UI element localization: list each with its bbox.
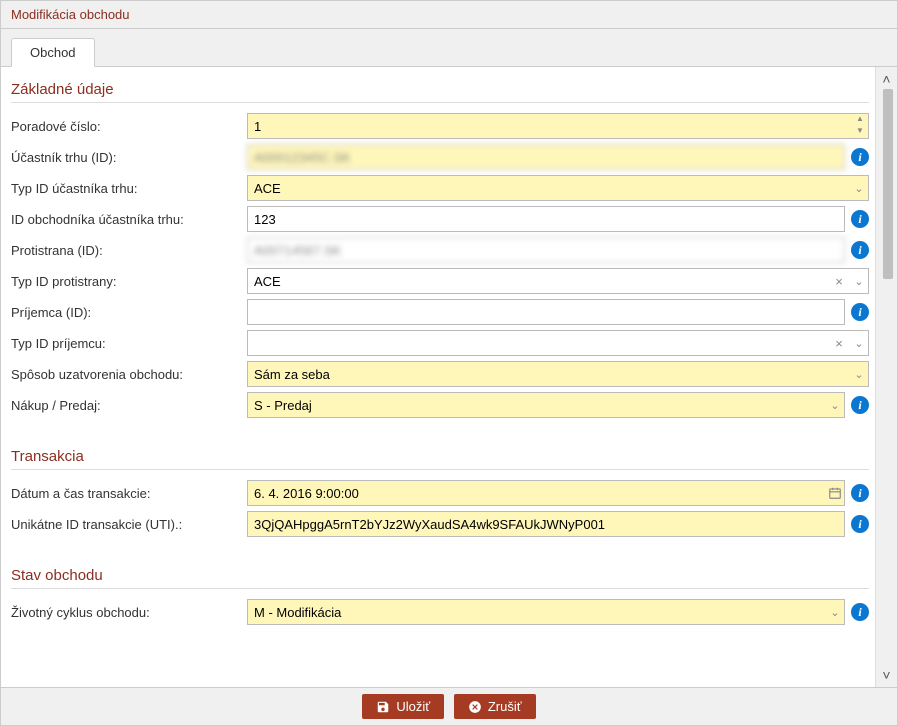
save-button-label: Uložiť	[396, 699, 430, 714]
label-typ-prijemcu: Typ ID príjemcu:	[11, 336, 247, 351]
row-typ-protistrany: Typ ID protistrany: × ⌄	[11, 268, 869, 294]
divider	[11, 588, 869, 589]
select-typ-ucastnika[interactable]	[247, 175, 869, 201]
save-button[interactable]: Uložiť	[362, 694, 444, 719]
label-zivotny-cyklus: Životný cyklus obchodu:	[11, 605, 247, 620]
info-icon[interactable]: i	[851, 241, 869, 259]
input-ucastnik	[247, 144, 845, 170]
select-zivotny-cyklus[interactable]	[247, 599, 845, 625]
label-uti: Unikátne ID transakcie (UTI).:	[11, 517, 247, 532]
dialog: Modifikácia obchodu Obchod Základné údaj…	[0, 0, 898, 726]
scroll-area: Základné údaje Poradové číslo: ▲▼ Účastn…	[1, 67, 897, 687]
clear-icon[interactable]: ×	[829, 268, 849, 294]
row-uti: Unikátne ID transakcie (UTI).: i	[11, 511, 869, 537]
info-icon[interactable]: i	[851, 396, 869, 414]
clear-icon[interactable]: ×	[829, 330, 849, 356]
chevron-down-icon[interactable]: ⌄	[849, 361, 869, 387]
section-basic-title: Základné údaje	[11, 81, 869, 98]
row-nakup-predaj: Nákup / Predaj: ⌄ i	[11, 392, 869, 418]
input-protistrana	[247, 237, 845, 263]
row-id-obchodnika: ID obchodníka účastníka trhu: i	[11, 206, 869, 232]
select-typ-prijemcu[interactable]	[247, 330, 869, 356]
row-prijemca: Príjemca (ID): i	[11, 299, 869, 325]
label-sposob: Spôsob uzatvorenia obchodu:	[11, 367, 247, 382]
select-sposob[interactable]	[247, 361, 869, 387]
label-nakup-predaj: Nákup / Predaj:	[11, 398, 247, 413]
calendar-icon[interactable]	[825, 480, 845, 506]
label-ucastnik: Účastník trhu (ID):	[11, 150, 247, 165]
scroll-down-icon[interactable]: ˅	[882, 667, 890, 683]
divider	[11, 102, 869, 103]
close-icon	[468, 700, 482, 714]
label-datum: Dátum a čas transakcie:	[11, 486, 247, 501]
select-typ-protistrany[interactable]	[247, 268, 869, 294]
label-typ-ucastnika: Typ ID účastníka trhu:	[11, 181, 247, 196]
cancel-button-label: Zrušiť	[488, 699, 522, 714]
info-icon[interactable]: i	[851, 603, 869, 621]
input-id-obchodnika[interactable]	[247, 206, 845, 232]
dialog-title: Modifikácia obchodu	[1, 1, 897, 29]
row-sposob: Spôsob uzatvorenia obchodu: ⌄	[11, 361, 869, 387]
chevron-down-icon[interactable]: ⌄	[849, 330, 869, 356]
label-prijemca: Príjemca (ID):	[11, 305, 247, 320]
row-datum: Dátum a čas transakcie: i	[11, 480, 869, 506]
section-state-title: Stav obchodu	[11, 567, 869, 584]
select-nakup-predaj[interactable]	[247, 392, 845, 418]
label-typ-protistrany: Typ ID protistrany:	[11, 274, 247, 289]
scroll-up-icon[interactable]: ˄	[882, 71, 890, 87]
dialog-footer: Uložiť Zrušiť	[1, 687, 897, 725]
chevron-down-icon[interactable]: ⌄	[825, 392, 845, 418]
input-datum[interactable]	[247, 480, 845, 506]
form-content: Základné údaje Poradové číslo: ▲▼ Účastn…	[1, 67, 897, 687]
info-icon[interactable]: i	[851, 210, 869, 228]
section-transaction-title: Transakcia	[11, 448, 869, 465]
row-typ-ucastnika: Typ ID účastníka trhu: ⌄	[11, 175, 869, 201]
input-poradove[interactable]	[247, 113, 869, 139]
info-icon[interactable]: i	[851, 303, 869, 321]
info-icon[interactable]: i	[851, 484, 869, 502]
cancel-button[interactable]: Zrušiť	[454, 694, 536, 719]
spinner-poradove[interactable]: ▲▼	[852, 114, 868, 138]
label-poradove: Poradové číslo:	[11, 119, 247, 134]
chevron-down-icon[interactable]: ⌄	[825, 599, 845, 625]
chevron-down-icon[interactable]: ⌄	[849, 268, 869, 294]
row-typ-prijemcu: Typ ID príjemcu: × ⌄	[11, 330, 869, 356]
scrollbar-thumb[interactable]	[883, 89, 893, 279]
scrollbar[interactable]: ˄ ˅	[875, 67, 897, 687]
info-icon[interactable]: i	[851, 515, 869, 533]
input-uti[interactable]	[247, 511, 845, 537]
chevron-down-icon[interactable]: ⌄	[849, 175, 869, 201]
row-protistrana: Protistrana (ID): i	[11, 237, 869, 263]
input-prijemca[interactable]	[247, 299, 845, 325]
row-zivotny-cyklus: Životný cyklus obchodu: ⌄ i	[11, 599, 869, 625]
tab-bar: Obchod	[1, 29, 897, 67]
save-icon	[376, 700, 390, 714]
label-id-obchodnika: ID obchodníka účastníka trhu:	[11, 212, 247, 227]
label-protistrana: Protistrana (ID):	[11, 243, 247, 258]
info-icon[interactable]: i	[851, 148, 869, 166]
tab-obchod[interactable]: Obchod	[11, 38, 95, 67]
divider	[11, 469, 869, 470]
row-ucastnik: Účastník trhu (ID): i	[11, 144, 869, 170]
row-poradove: Poradové číslo: ▲▼	[11, 113, 869, 139]
